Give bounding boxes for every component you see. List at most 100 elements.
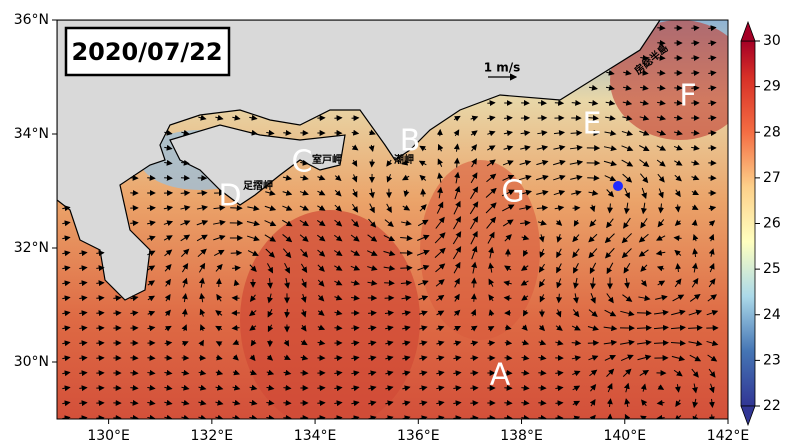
current-arrow: [300, 293, 307, 303]
current-arrow: [504, 354, 513, 361]
y-tick-label: 36°N: [14, 12, 49, 28]
current-arrow: [504, 414, 513, 419]
current-arrow: [351, 159, 358, 167]
current-arrow: [62, 370, 71, 377]
current-arrow: [435, 263, 446, 273]
current-arrow: [603, 160, 617, 167]
current-arrow: [556, 293, 563, 304]
current-arrow: [708, 220, 716, 227]
current-arrow: [504, 115, 513, 122]
current-arrow: [691, 174, 700, 181]
current-arrow: [437, 172, 444, 183]
current-arrow: [692, 414, 699, 419]
current-arrow: [79, 355, 88, 362]
current-arrow: [571, 339, 582, 346]
current-arrow: [232, 399, 241, 406]
current-arrow: [249, 310, 257, 317]
current-arrow: [675, 263, 682, 273]
current-arrow: [147, 265, 156, 272]
current-arrow: [164, 249, 173, 257]
current-arrow: [488, 294, 495, 302]
current-arrow: [96, 280, 105, 287]
current-arrow: [653, 309, 669, 316]
current-arrow: [471, 261, 478, 274]
current-arrow: [640, 279, 647, 287]
current-arrow: [419, 340, 428, 347]
frame: [56, 19, 729, 420]
colorbar-tick-label: 30: [763, 33, 781, 49]
current-arrow: [604, 130, 617, 137]
current-arrow: [215, 399, 224, 406]
current-arrow: [636, 324, 652, 331]
current-arrow: [522, 309, 529, 317]
current-arrow: [180, 190, 191, 197]
current-arrow: [79, 250, 88, 257]
current-arrow: [62, 250, 71, 257]
current-arrow: [300, 369, 309, 376]
current-arrow: [573, 277, 579, 289]
current-arrow: [553, 144, 566, 151]
current-arrow: [636, 339, 652, 346]
current-arrow: [247, 250, 259, 256]
current-arrow: [521, 414, 530, 419]
current-arrow: [385, 370, 394, 377]
current-arrow: [671, 309, 686, 316]
current-arrow: [283, 369, 292, 376]
current-arrow: [606, 218, 614, 229]
current-arrow: [569, 144, 583, 151]
current-arrow: [691, 159, 700, 166]
current-arrow: [419, 400, 428, 407]
current-arrow: [453, 216, 461, 230]
current-arrow: [62, 280, 71, 287]
current-arrow: [334, 219, 343, 227]
current-arrow: [639, 145, 650, 151]
current-arrow: [488, 262, 495, 273]
current-arrow: [334, 294, 343, 301]
current-arrow: [130, 414, 139, 419]
current-arrow: [383, 235, 396, 242]
current-arrow: [606, 398, 613, 408]
current-arrow: [147, 399, 156, 406]
current-arrow: [367, 279, 378, 286]
current-arrow: [334, 174, 342, 182]
current-arrow: [147, 205, 156, 212]
current-arrow: [639, 130, 650, 136]
current-arrow: [674, 249, 682, 257]
current-arrow: [300, 339, 308, 346]
current-arrow: [502, 174, 515, 181]
current-arrow: [604, 354, 617, 361]
current-arrow: [453, 143, 460, 152]
current-arrow: [317, 174, 326, 181]
current-arrow: [673, 369, 683, 377]
current-arrow: [317, 189, 326, 196]
current-arrow: [130, 220, 139, 227]
current-arrow: [215, 369, 224, 376]
current-arrow: [249, 114, 258, 121]
current-arrow: [401, 220, 412, 226]
current-arrow: [640, 415, 647, 419]
point-label: E: [583, 107, 602, 142]
current-arrow: [471, 245, 478, 260]
current-arrow: [674, 160, 683, 166]
current-arrow: [181, 369, 190, 376]
current-arrow: [503, 145, 514, 151]
current-arrow: [215, 310, 223, 317]
current-arrow: [688, 324, 703, 331]
current-arrow: [675, 399, 682, 408]
current-arrow: [215, 384, 224, 391]
current-arrow: [657, 173, 665, 183]
current-arrow: [147, 174, 156, 181]
scale-label: 1 m/s: [484, 61, 521, 75]
current-arrow: [640, 69, 649, 76]
current-arrow: [334, 370, 343, 377]
current-arrow: [487, 340, 496, 347]
current-arrow: [620, 354, 634, 362]
current-arrow: [454, 171, 461, 184]
current-arrow: [283, 384, 292, 391]
current-arrow: [521, 384, 530, 391]
current-arrow: [232, 265, 241, 272]
current-arrow: [147, 250, 156, 257]
current-arrow: [436, 355, 445, 362]
current-arrow: [470, 115, 479, 122]
x-tick-label: 130°E: [87, 428, 130, 444]
